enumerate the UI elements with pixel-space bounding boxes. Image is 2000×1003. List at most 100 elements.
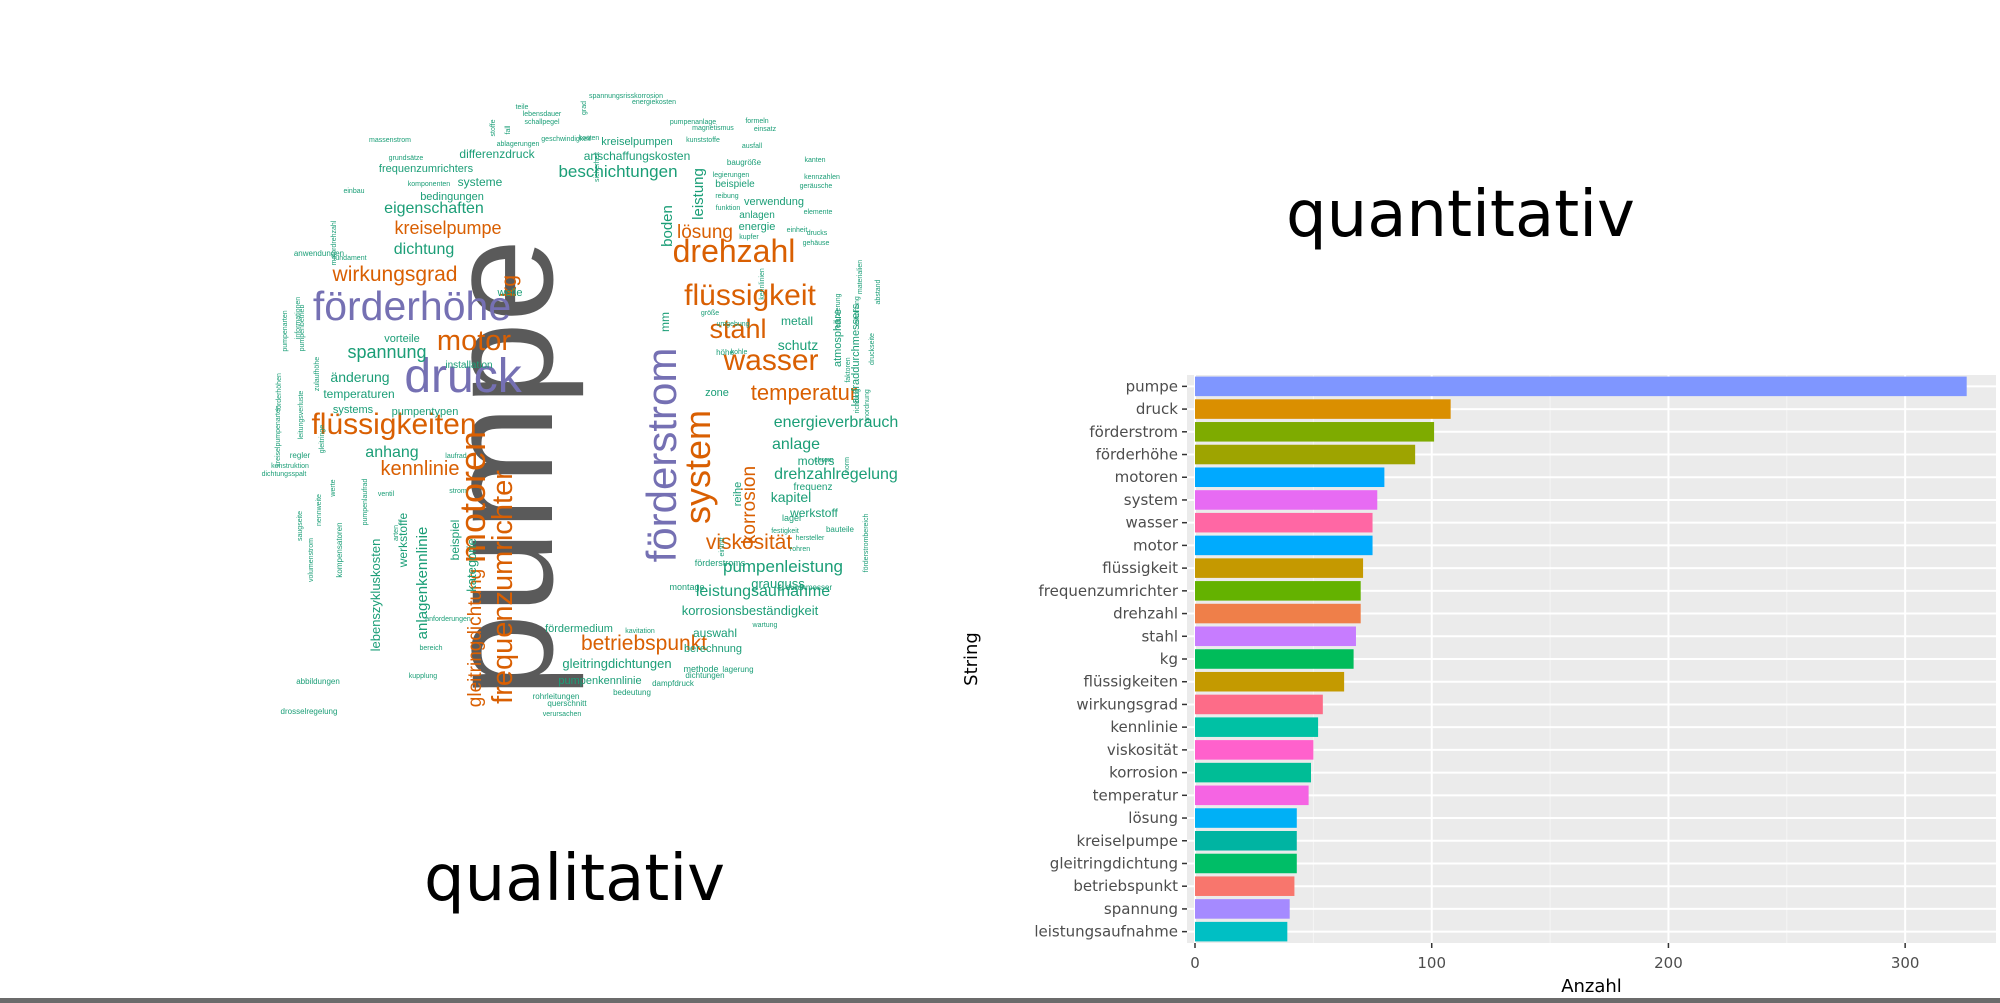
word-systeme: systeme [458,175,503,189]
word-beispiel: beispiel [448,520,462,561]
word-gehäuse: gehäuse [803,240,830,247]
x-tick-label: 0 [1190,954,1200,972]
word-pumpenbetrieb: pumpenbetrieb [299,305,306,352]
word-leistung: leistung [690,168,707,220]
bar-chart: pumpe druck förderstrom förderhöhe motoren sy… [961,375,1996,997]
word-änderung: änderung [330,369,389,385]
word-korrosion: korrosion [739,466,760,544]
bar-leistungsaufnahme [1195,921,1288,942]
word-auswahl: auswahl [693,626,737,640]
word-methode: methode [683,664,718,674]
word-durchmesser: durchmesser [786,583,833,592]
word-kreiselpumpen: kreiselpumpen [601,136,673,148]
category-label: motor [1133,536,1179,554]
category-label: lösung [1128,809,1178,827]
word-lebenszykluskosten: lebenszykluskosten [368,539,383,652]
x-tick-label: 200 [1654,954,1683,972]
word-atmosphäre: atmosphäre [832,309,844,367]
category-label: flüssigkeiten [1084,673,1178,691]
word-spannungsrisskorrosion: spannungsrisskorrosion [589,93,663,100]
bar-drehzahl [1195,603,1361,624]
bar-flüssigkeiten [1195,671,1345,692]
word-ventil: ventil [378,491,395,498]
word-kupplung: kupplung [409,673,438,680]
word-volumenstrom: volumenstrom [308,538,315,582]
category-label: gleitringdichtung [1050,854,1178,872]
word-abbildungen: abbildungen [296,677,340,686]
category-label: spannung [1104,900,1178,918]
bar-förderhöhe [1195,444,1416,465]
word-förderstrom: förderstrom [638,348,685,563]
category-label: wasser [1126,514,1179,532]
word-geräusche: geräusche [800,183,833,190]
word-werte: werte [330,479,337,497]
y-axis-title: String [961,632,982,686]
word-pumpenarten: pumpenarten [282,310,289,351]
category-label: kg [1160,650,1178,668]
category-label: system [1124,491,1178,509]
category-label: korrosion [1109,764,1178,782]
word-spannung: spannung [347,342,426,362]
word-elemente: elemente [804,209,833,216]
word-frequenzumrichters: frequenzumrichters [379,163,474,175]
x-axis-title: Anzahl [1561,976,1622,997]
word-anschaffungskosten: anschaffungskosten [584,149,691,163]
bar-stahl [1195,626,1356,647]
word-kg: kg [498,275,521,297]
word-saugseite: saugseite [297,511,304,541]
word-kavitation: kavitation [625,628,655,635]
word-druck: druck [404,350,522,403]
word-leitungsverluste: leitungsverluste [298,391,305,440]
word-reihe: reihe [732,482,744,506]
word-komponenten: komponenten [408,181,451,188]
category-label: temperatur [1093,786,1179,804]
bar-pumpe [1195,376,1967,397]
word-dichtungsspalt: dichtungsspalt [262,471,307,478]
category-label: förderhöhe [1096,446,1178,464]
bar-lösung [1195,808,1297,828]
word-förderhöhe: förderhöhe [313,283,511,329]
qualitative-label: qualitativ [424,842,726,916]
quantitative-label: quantitativ [1286,178,1635,252]
word-motor: motor [437,325,511,357]
word-anordnung: anordnung [864,389,871,423]
word-baugröße: baugröße [727,158,762,167]
word-laufrad: laufrad [445,453,467,460]
bar-kg [1195,649,1354,669]
word-kreiselpumpenarten: kreiselpumpenarten [275,405,282,467]
word-kompensatoren: kompensatoren [335,522,344,577]
word-materialien: materialien [857,260,864,294]
word-erhöhung: erhöhung [854,296,861,326]
word-bedeutung: bedeutung [613,688,651,697]
word-umgebung: umgebung [716,321,749,328]
word-kohle: kohle [731,349,748,356]
x-tick-label: 100 [1417,954,1446,972]
bar-wasser [1195,512,1373,533]
word-installation: installation [445,360,492,371]
word-förderstroms: förderstroms [695,558,746,568]
word-geschwindigkeit: geschwindigkeit [541,136,590,143]
word-legierungen: legierungen [713,172,750,179]
word-anhang: anhang [365,444,418,461]
word-motordrehzahl: motordrehzahl [331,220,338,265]
category-label: förderstrom [1089,423,1178,441]
word-nennweite: nennweite [316,494,323,526]
word-lebensdauer: lebensdauer [523,111,562,118]
word-sicherheit: sicherheit [594,152,601,182]
bar-motor [1195,535,1373,556]
word-systems: systems [333,404,374,416]
category-label: kennlinie [1110,718,1178,736]
word-druckseite: druckseite [869,333,876,365]
word-reduzierung: reduzierung [835,293,842,330]
word-wartung: wartung [752,622,778,629]
word-formeln: formeln [745,118,768,125]
word-dichtung: dichtung [394,241,455,258]
word-grauguss: grauguss [751,576,805,591]
word-verwendung: verwendung [744,196,804,208]
word-kosten: kosten [579,135,600,142]
word-einheit: einheit [787,227,808,234]
word-kreiselpumpe: kreiselpumpe [394,218,501,238]
word-anlagenkennlinie: anlagenkennlinie [414,527,431,640]
word-regler: regler [290,451,311,460]
word-reibung: reibung [715,193,738,200]
